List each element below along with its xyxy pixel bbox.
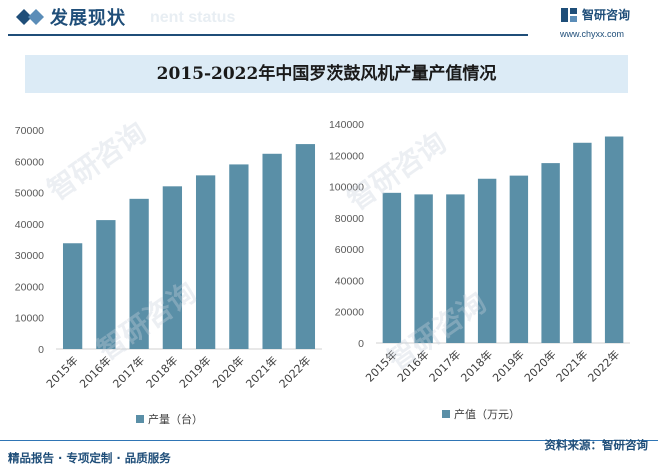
bar <box>509 175 529 343</box>
bar <box>262 153 282 349</box>
double-chevron-icon <box>16 9 44 25</box>
brand-logo-icon <box>561 8 577 22</box>
y-tick-label: 30000 <box>15 250 44 262</box>
x-tick-label: 2021年 <box>243 353 280 390</box>
y-tick-label: 40000 <box>335 275 364 287</box>
bar <box>414 194 433 343</box>
x-tick-label: 2018年 <box>458 347 495 384</box>
footer-source: 资料来源：智研咨询 <box>544 438 649 452</box>
x-tick-label: 2022年 <box>585 347 622 384</box>
bar <box>129 198 149 349</box>
legend-label: 产值（万元） <box>454 407 520 421</box>
bar <box>295 144 316 349</box>
y-tick-label: 80000 <box>335 213 364 225</box>
chart-title: 2015-2022年中国罗茨鼓风机产量产值情况 <box>25 55 628 93</box>
x-tick-label: 2015年 <box>363 347 400 384</box>
footer-rule <box>0 440 658 441</box>
bar <box>604 136 624 343</box>
bar <box>446 194 465 343</box>
legend-swatch <box>136 415 144 423</box>
y-tick-label: 70000 <box>15 125 44 137</box>
section-subtitle-watermark: nent status <box>150 9 236 26</box>
bar <box>541 163 560 343</box>
x-tick-label: 2022年 <box>276 353 313 390</box>
x-tick-label: 2015年 <box>43 353 80 390</box>
y-tick-label: 60000 <box>335 244 364 256</box>
x-tick-label: 2016年 <box>394 347 431 384</box>
footer: 精品报告 · 专项定制 · 品质服务 资料来源：智研咨询 <box>0 438 658 473</box>
brand-name: 智研咨询 <box>582 8 631 22</box>
y-tick-label: 120000 <box>329 150 364 162</box>
x-tick-label: 2019年 <box>176 353 213 390</box>
footer-tagline: 精品报告 · 专项定制 · 品质服务 <box>8 451 171 465</box>
header: 发展现状 nent status 智研咨询 www.chyxx.com <box>0 0 658 39</box>
legend-swatch <box>442 410 450 418</box>
y-tick-label: 20000 <box>335 307 364 319</box>
y-tick-label: 40000 <box>15 219 44 231</box>
header-rule <box>8 34 528 36</box>
bar <box>62 243 83 349</box>
x-tick-label: 2019年 <box>490 347 527 384</box>
x-tick-label: 2020年 <box>521 347 558 384</box>
bar <box>382 192 402 343</box>
bar <box>229 164 249 349</box>
y-tick-label: 0 <box>38 344 44 356</box>
brand-url: www.chyxx.com <box>560 29 625 39</box>
bar <box>96 220 116 349</box>
y-tick-label: 100000 <box>329 182 364 194</box>
x-tick-label: 2020年 <box>210 353 247 390</box>
legend-label: 产量（台） <box>148 412 203 426</box>
y-tick-label: 20000 <box>15 281 44 293</box>
y-tick-label: 10000 <box>15 313 44 325</box>
bar <box>573 142 592 343</box>
section-title: 发展现状 <box>50 8 126 29</box>
bar <box>477 178 497 343</box>
y-tick-label: 0 <box>358 338 364 350</box>
x-tick-label: 2017年 <box>110 353 147 390</box>
bar <box>195 175 216 349</box>
x-tick-label: 2021年 <box>553 347 590 384</box>
y-tick-label: 140000 <box>329 119 364 131</box>
bar <box>162 186 183 349</box>
x-tick-label: 2016年 <box>77 353 114 390</box>
y-tick-label: 60000 <box>15 156 44 168</box>
y-tick-label: 50000 <box>15 188 44 200</box>
x-tick-label: 2018年 <box>143 353 180 390</box>
x-tick-label: 2017年 <box>426 347 463 384</box>
